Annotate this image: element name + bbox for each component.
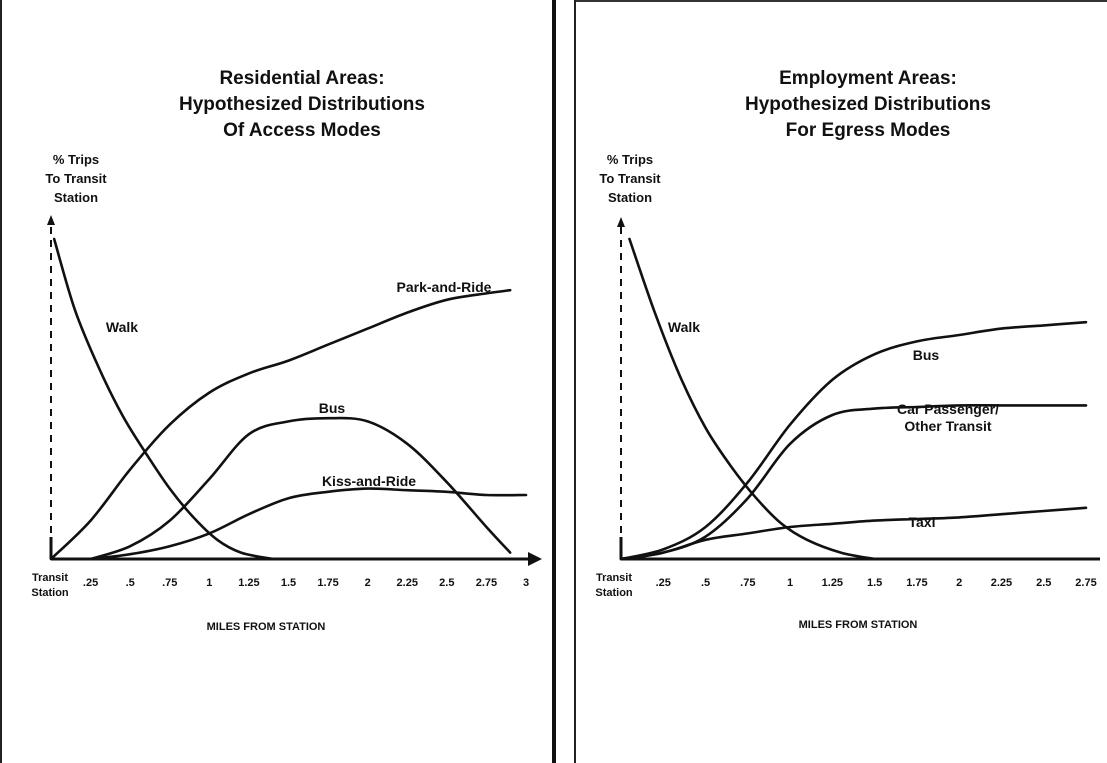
series-label-bus: Bus: [319, 400, 346, 416]
y-axis-arrow-icon: [617, 217, 625, 227]
chart-title-line-3: For Egress Modes: [786, 120, 951, 141]
x-tick-label: 2.25: [397, 577, 418, 589]
series-labels-group: Walk Bus Car Passenger/Other Transit Taxi: [668, 319, 999, 530]
x-origin-label-line-2: Station: [31, 587, 69, 599]
series-line-taxi: [619, 506, 1088, 561]
series-label-car-passenger-other-transit: Car Passenger/Other Transit: [897, 401, 999, 434]
series-line-kiss-and-ride: [89, 487, 528, 561]
y-axis-arrow-icon: [47, 215, 55, 225]
series-label-walk: Walk: [106, 319, 138, 335]
x-tick-label: .5: [701, 577, 710, 589]
series-line-bus: [89, 416, 512, 561]
axes-group: [47, 215, 542, 566]
x-origin-label-line-1: Transit: [596, 572, 632, 584]
x-origin-label-line-2: Station: [595, 587, 633, 599]
x-tick-label: .25: [656, 577, 671, 589]
series-label-park-and-ride: Park-and-Ride: [397, 279, 492, 295]
y-axis-label-line-2: To Transit: [599, 171, 661, 186]
x-tick-label: 1.5: [281, 577, 296, 589]
x-tick-label: 2.25: [991, 577, 1012, 589]
x-tick-label: .25: [83, 577, 98, 589]
x-tick-label: 2.5: [439, 577, 454, 589]
x-tick-label: 2.75: [476, 577, 497, 589]
series-label-bus: Bus: [913, 347, 940, 363]
series-line-park-and-ride: [49, 288, 512, 561]
series-line-walk: [628, 237, 876, 561]
chart-title-line-1: Employment Areas:: [779, 68, 957, 89]
y-axis-label-line-3: Station: [54, 190, 98, 205]
x-tick-label: 2.75: [1075, 577, 1096, 589]
x-tick-label: 2.5: [1036, 577, 1051, 589]
x-tick-label: 1: [787, 577, 793, 589]
chart-title-line-2: Hypothesized Distributions: [179, 94, 425, 115]
x-ticks-group: .25 .5 .75 1 1.25 1.5 1.75 2 2.25 2.5 2.75 3: [83, 577, 529, 589]
x-tick-label: .75: [740, 577, 755, 589]
axes-group: [617, 217, 1100, 561]
x-tick-label: 1.25: [822, 577, 843, 589]
x-tick-label: 1: [206, 577, 212, 589]
series-group: [49, 237, 528, 561]
x-axis-title: MILES FROM STATION: [207, 621, 326, 633]
top-border: [576, 0, 1107, 2]
left-chart-panel: Residential Areas: Hypothesized Distribu…: [0, 0, 556, 763]
series-label-taxi: Taxi: [909, 514, 936, 530]
right-chart: Employment Areas: Hypothesized Distribut…: [595, 68, 1100, 631]
series-label-kiss-and-ride: Kiss-and-Ride: [322, 473, 416, 489]
left-chart: Residential Areas: Hypothesized Distribu…: [31, 68, 542, 633]
chart-title-line-1: Residential Areas:: [219, 68, 384, 89]
y-axis-label-line-1: % Trips: [53, 152, 99, 167]
series-line-bus: [619, 320, 1088, 561]
x-tick-label: 1.5: [867, 577, 882, 589]
series-line-walk: [52, 237, 274, 561]
chart-title-line-2: Hypothesized Distributions: [745, 94, 991, 115]
x-tick-label: 1.75: [317, 577, 338, 589]
x-axis-title: MILES FROM STATION: [799, 619, 918, 631]
x-tick-label: 2: [956, 577, 962, 589]
y-axis-label-line-2: To Transit: [45, 171, 107, 186]
x-tick-label: .75: [162, 577, 177, 589]
series-label-walk: Walk: [668, 319, 700, 335]
right-chart-panel: Employment Areas: Hypothesized Distribut…: [574, 0, 1107, 763]
x-tick-label: .5: [126, 577, 135, 589]
chart-title-line-3: Of Access Modes: [223, 120, 381, 141]
y-axis-label-line-1: % Trips: [607, 152, 653, 167]
y-axis-label-line-3: Station: [608, 190, 652, 205]
x-tick-label: 3: [523, 577, 529, 589]
x-tick-label: 1.75: [906, 577, 927, 589]
series-line-car-passenger-other-transit: [619, 403, 1088, 561]
x-tick-label: 2: [365, 577, 371, 589]
x-ticks-group: .25 .5 .75 1 1.25 1.5 1.75 2 2.25 2.5 2.75: [656, 577, 1097, 589]
series-labels-group: Walk Park-and-Ride Bus Kiss-and-Ride: [106, 279, 492, 489]
x-tick-label: 1.25: [238, 577, 259, 589]
x-axis-arrow-icon: [528, 552, 542, 566]
series-group: [619, 237, 1088, 561]
x-origin-label-line-1: Transit: [32, 572, 68, 584]
